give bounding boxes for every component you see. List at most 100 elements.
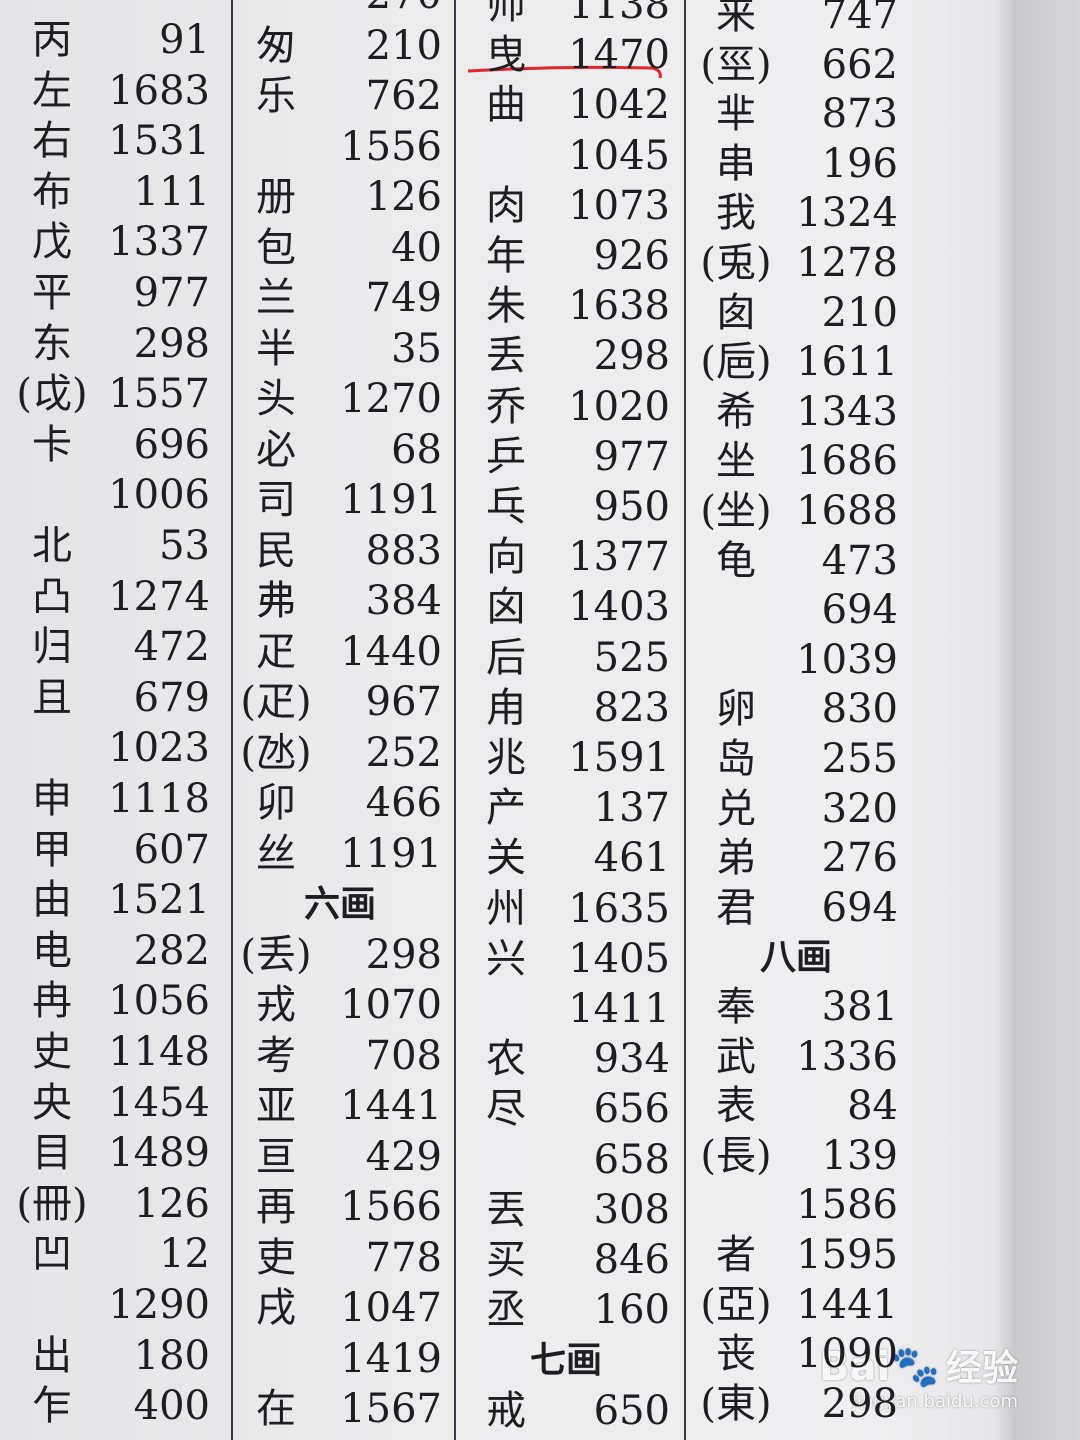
entry-page: 1403: [568, 584, 670, 631]
entry-page: 1138: [568, 0, 670, 28]
entry-page: 977: [593, 433, 670, 480]
entry-char: 平: [32, 270, 72, 316]
entry-char: 亘: [256, 1133, 296, 1180]
entry-page: 1595: [796, 1232, 898, 1278]
entry-char: 必: [256, 426, 296, 473]
entry-page: 473: [821, 537, 898, 584]
entry-char: 希: [716, 388, 756, 435]
entry-char: (氹): [240, 729, 312, 776]
watermark-brand: Bai: [818, 1344, 891, 1390]
entry-page: 196: [821, 140, 898, 187]
entry-char: (冊): [16, 1180, 88, 1227]
entry-char: 史: [32, 1029, 72, 1075]
entry-char: 再: [256, 1184, 296, 1230]
entry-page: 883: [365, 527, 442, 574]
entry-char: (巠): [700, 41, 772, 88]
entry-char: (兎): [700, 240, 772, 286]
entry-char: 卯: [256, 780, 296, 826]
entry-char: (丢): [240, 931, 312, 978]
entry-char: 头: [256, 376, 296, 422]
entry-page: 1635: [568, 885, 670, 932]
entry-char: 凸: [32, 573, 72, 620]
entry-page: 1686: [796, 438, 898, 485]
entry-char: 戒: [486, 1387, 526, 1434]
stroke-heading: 六画: [303, 883, 376, 925]
entry-page: 1566: [340, 1184, 442, 1230]
entry-page: 694: [821, 587, 898, 634]
entry-char: 曳: [486, 32, 526, 79]
entry-char: 布: [32, 168, 72, 215]
stroke-heading: 七画: [529, 1339, 602, 1382]
entry-char: 囟: [486, 584, 526, 631]
entry-page: 778: [365, 1234, 442, 1281]
entry-page: 1278: [796, 240, 898, 286]
entry-page: 1047: [340, 1285, 442, 1331]
entry-char: 归: [32, 624, 72, 671]
entry-char: 后: [486, 634, 526, 681]
entry-page: 1073: [568, 182, 670, 229]
entry-char: 向: [486, 534, 526, 581]
entry-page: 846: [593, 1237, 670, 1283]
entry-page: 320: [821, 785, 898, 832]
entry-char: 乔: [486, 383, 526, 430]
entry-page: 298: [133, 320, 210, 367]
entry-page: 1270: [340, 376, 442, 422]
entry-page: 1023: [108, 725, 210, 772]
stroke-heading: 八画: [759, 936, 832, 979]
entry-page: 1006: [108, 472, 210, 519]
entry-char: 弟: [716, 835, 756, 882]
entry-char: 包: [256, 224, 296, 271]
entry-page: 1556: [340, 123, 442, 170]
entry-char: 吏: [256, 1234, 296, 1281]
entry-char: 丙: [32, 17, 72, 63]
entry-char: (巵): [700, 339, 772, 386]
entry-page: 1191: [340, 830, 442, 877]
entry-char: 丝: [256, 830, 296, 877]
entry-char: 关: [486, 835, 526, 882]
entry-char: 买: [486, 1237, 526, 1283]
entry-page: 977: [133, 270, 210, 316]
entry-char: 电: [32, 927, 72, 974]
entry-page: 298: [821, 1380, 898, 1427]
entry-page: 1148: [108, 1029, 210, 1075]
entry-page: 298: [593, 333, 670, 380]
entry-page: 282: [133, 927, 210, 974]
entry-page: 1440: [340, 628, 442, 675]
watermark: Bai🐾 经验 jingyan.baidu.com: [819, 1339, 1018, 1412]
entry-page: 1470: [568, 32, 670, 79]
entry-char: 疋: [256, 628, 296, 675]
entry-page: 873: [821, 91, 898, 138]
entry-char: 司: [256, 477, 296, 523]
entry-page: 656: [593, 1086, 670, 1133]
entry-char: 奉: [716, 984, 756, 1030]
entry-page: 180: [133, 1332, 210, 1379]
entry-page: 40: [391, 224, 442, 271]
entry-page: 1336: [796, 1033, 898, 1080]
entry-char: 由: [32, 877, 72, 924]
entry-page: 1039: [796, 636, 898, 683]
entry-char: 甲: [32, 826, 72, 873]
entry-char: 匆: [256, 22, 296, 69]
entry-char: 乐: [256, 73, 296, 119]
entry-char: (東): [700, 1380, 772, 1427]
entry-page: 255: [821, 736, 898, 782]
entry-char: 曲: [486, 82, 526, 129]
watermark-url: jingyan.baidu.com: [851, 1391, 1018, 1412]
entry-char: 凹: [32, 1231, 72, 1278]
entry-page: 1521: [108, 877, 210, 924]
entry-page: 1419: [340, 1335, 442, 1382]
entry-page: 747: [821, 0, 898, 38]
entry-page: 1683: [108, 67, 210, 114]
entry-char: 产: [486, 785, 526, 832]
entry-char: 肉: [486, 182, 526, 229]
entry-page: 68: [391, 426, 442, 473]
entry-page: 967: [365, 679, 442, 725]
entry-page: 1489: [108, 1130, 210, 1177]
entry-page: 84: [847, 1083, 898, 1130]
entry-char: 在: [256, 1386, 296, 1432]
entry-char: 申: [32, 776, 72, 822]
entry-page: 126: [365, 174, 442, 220]
entry-page: 160: [593, 1287, 670, 1334]
entry-char: 卵: [716, 686, 756, 733]
entry-page: 1042: [568, 82, 670, 129]
